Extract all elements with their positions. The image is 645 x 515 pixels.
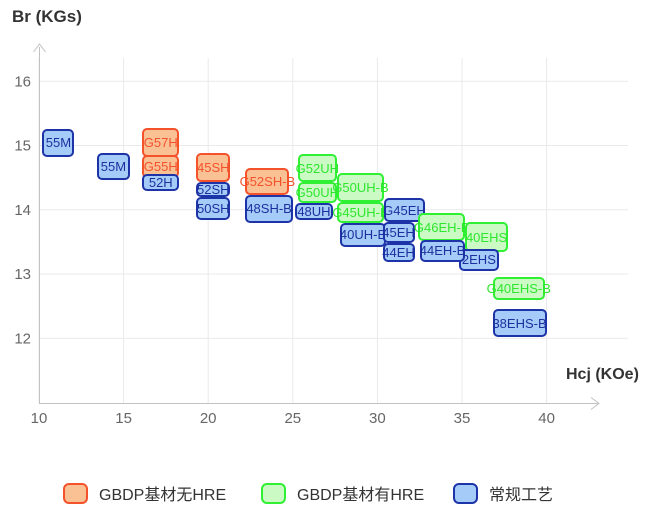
legend: GBDP基材无HRE GBDP基材有HRE 常规工艺	[0, 480, 645, 510]
y-tick-label: 12	[14, 330, 31, 347]
x-tick-label: 30	[369, 410, 386, 427]
x-tick-label: 20	[200, 410, 217, 427]
x-axis-title: Hcj (KOe)	[566, 366, 639, 383]
grade-box-38ehs-b[interactable]: 38EHS-B	[492, 309, 547, 337]
x-tick-label: 25	[284, 410, 301, 427]
legend-label: GBDP基材无HRE	[99, 487, 227, 504]
grade-box-52sh[interactable]: 52SH	[196, 182, 231, 197]
x-tick-label: 35	[454, 410, 471, 427]
y-tick-label: 15	[14, 138, 31, 155]
y-tick-label: 14	[14, 202, 31, 219]
legend-swatch-green	[261, 482, 286, 504]
grade-box-45eh[interactable]: 45EH	[382, 222, 415, 244]
grade-box-g50uh[interactable]: G50UH	[296, 182, 339, 203]
legend-swatch-orange	[63, 482, 88, 504]
grade-box-g52uh[interactable]: G52UH	[296, 153, 339, 183]
grade-box-g52sh-b[interactable]: G52SH-B	[240, 168, 295, 195]
y-tick-label: 13	[14, 266, 31, 283]
grade-box-g46eh-b[interactable]: G46EH-B	[414, 213, 470, 242]
grade-box-50sh[interactable]: 50SH	[196, 196, 231, 220]
grade-box-g45eh[interactable]: G45EH	[383, 198, 426, 222]
grade-box-g57h[interactable]: G57H	[142, 128, 180, 158]
grade-box-55m[interactable]: 55M	[96, 153, 131, 181]
grade-box-40ehs[interactable]: 40EHS	[465, 222, 508, 253]
grade-box-40uh-b[interactable]: 40UH-B	[340, 222, 386, 247]
grade-box-g45uh-b[interactable]: G45UH-B	[332, 202, 389, 223]
grade-box-44eh-b[interactable]: 44EH-B	[419, 239, 466, 262]
grade-box-52h[interactable]: 52H	[142, 174, 180, 192]
grade-box-55m[interactable]: 55M	[42, 128, 75, 158]
legend-label: GBDP基材有HRE	[297, 487, 425, 504]
grade-box-g40ehs-b[interactable]: G40EHS-B	[487, 277, 551, 300]
legend-swatch-blue	[453, 482, 478, 504]
x-tick-label: 15	[115, 410, 132, 427]
x-tick-label: 10	[31, 410, 48, 427]
grade-box-48uh[interactable]: 48UH	[294, 202, 334, 220]
grade-box-48sh-b[interactable]: 48SH-B	[245, 195, 293, 223]
grade-box-g50uh-b[interactable]: G50UH-B	[332, 173, 389, 202]
legend-item-gbdp-no-hre[interactable]: GBDP基材无HRE	[63, 480, 226, 506]
grade-box-44eh[interactable]: 44EH	[382, 243, 415, 262]
y-axis-title: Br (KGs)	[12, 7, 82, 26]
grade-box-45sh[interactable]: 45SH	[196, 153, 231, 183]
legend-item-conventional[interactable]: 常规工艺	[453, 480, 553, 506]
x-tick-label: 40	[538, 410, 555, 427]
y-tick-label: 16	[14, 73, 31, 90]
legend-label: 常规工艺	[489, 487, 554, 504]
legend-item-gbdp-hre[interactable]: GBDP基材有HRE	[261, 480, 424, 506]
